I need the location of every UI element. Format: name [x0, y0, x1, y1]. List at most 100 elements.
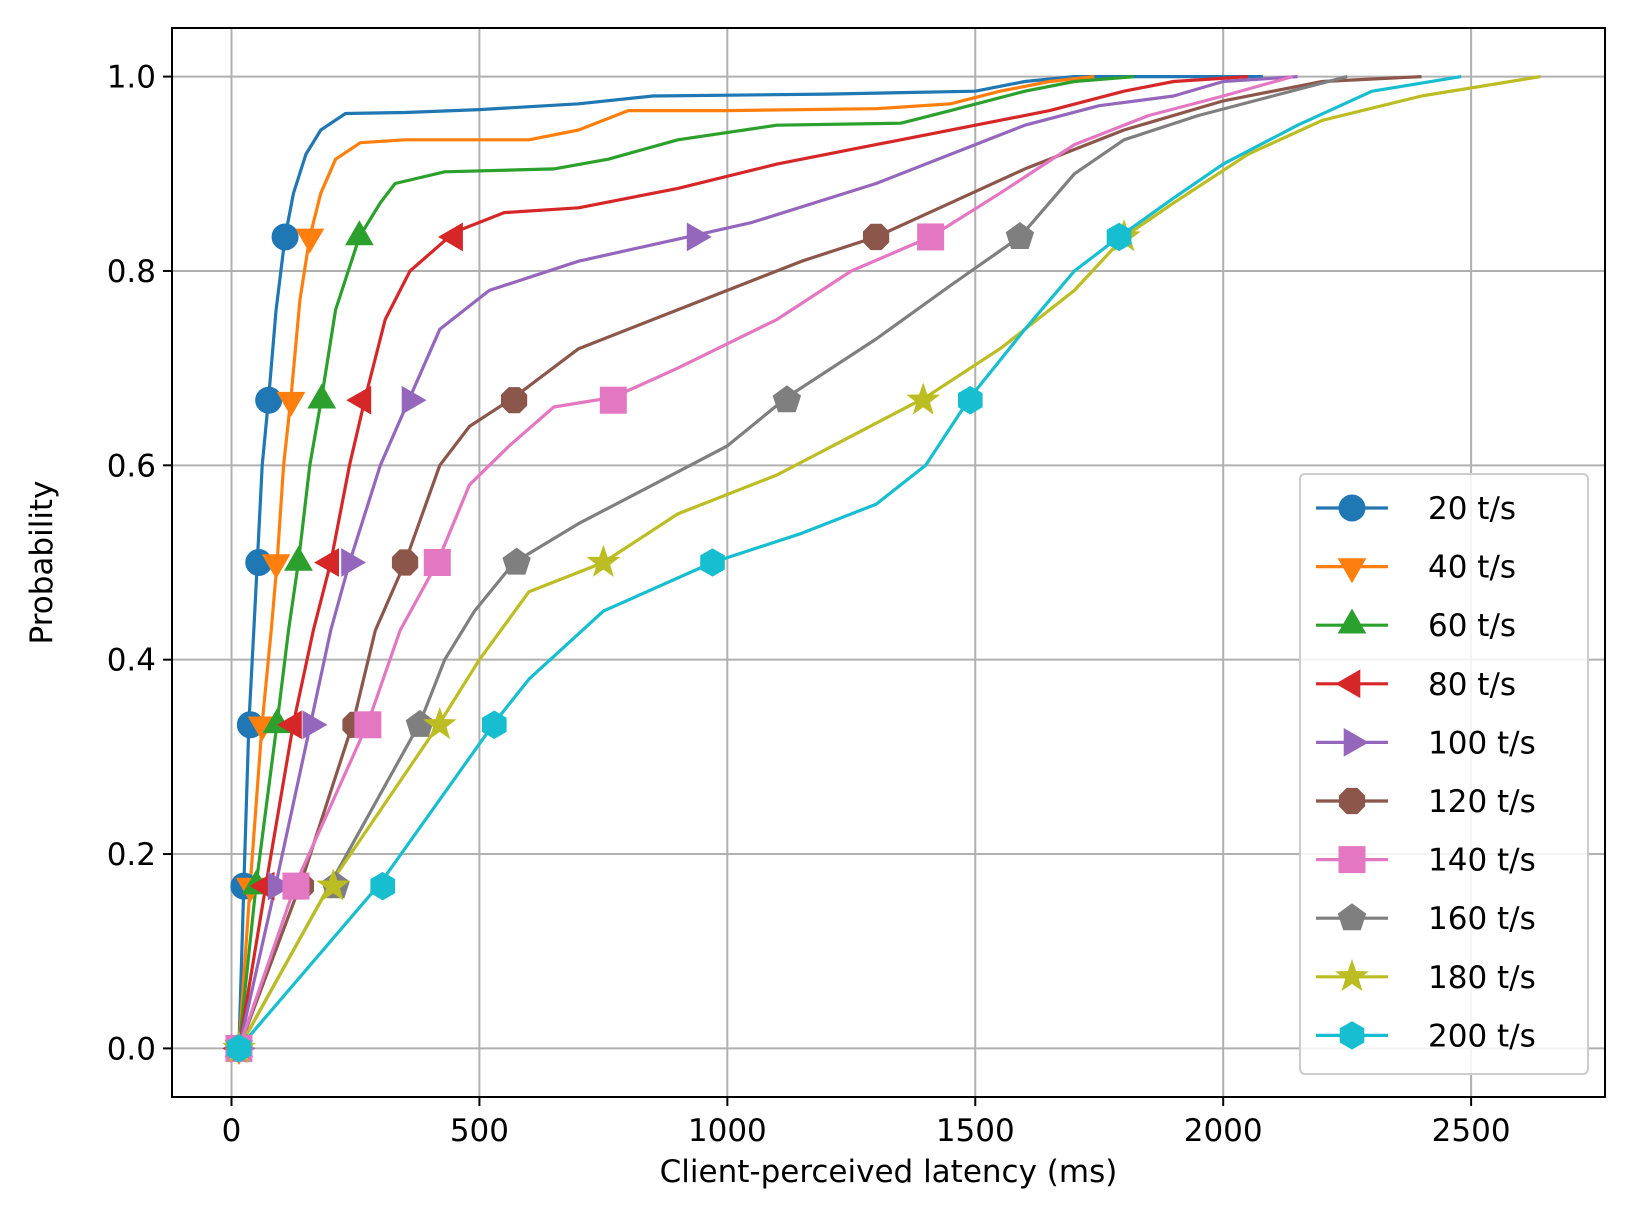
legend-marker: [1338, 787, 1366, 815]
legend-marker: [1337, 608, 1367, 634]
series-marker-9: [958, 386, 983, 415]
series-marker-1: [295, 228, 325, 254]
legend-label: 200 t/s: [1428, 1018, 1536, 1054]
series-marker-9: [1106, 222, 1132, 252]
x-tick-label: 1500: [936, 1113, 1015, 1149]
series-line-9: [237, 75, 1462, 1050]
series-marker-6: [423, 549, 451, 576]
series-marker-5: [391, 549, 419, 576]
series-marker-9: [226, 1034, 252, 1063]
series-marker-7: [772, 385, 802, 413]
legend: 20 t/s 40 t/s 60 t/s 80 t/s 100 t/s 120 t/s 14…: [1299, 473, 1589, 1075]
series-marker-5: [501, 387, 528, 414]
legend-marker: [1339, 1021, 1365, 1050]
x-tick-label: 500: [450, 1113, 509, 1149]
series-marker-4: [341, 548, 367, 577]
series-line-0: [237, 75, 1263, 1049]
series-line-8: [237, 75, 1541, 1050]
series-line-2: [237, 75, 1135, 1049]
series-marker-8: [422, 706, 457, 740]
legend-label: 100 t/s: [1428, 725, 1536, 761]
y-tick-label: 0.6: [107, 448, 156, 484]
legend-entry: 60 t/s: [1316, 608, 1516, 644]
legend-marker: [1335, 958, 1369, 992]
y-tick-label: 1.0: [107, 60, 156, 96]
legend-entry: 100 t/s: [1316, 725, 1536, 761]
axis-ticks: 0 500 1000 1500 2000 2500 0.0 0.2 0.4 0.6 0.8 1.0: [107, 60, 1511, 1149]
series-marker-2: [345, 220, 374, 246]
legend-label: 80 t/s: [1428, 667, 1516, 703]
series-marker-6: [917, 223, 945, 251]
legend-marker: [1337, 558, 1367, 584]
legend-entry: 120 t/s: [1316, 784, 1536, 820]
series-marker-9: [370, 871, 396, 901]
series-marker-8: [586, 544, 621, 577]
plot-frame: [171, 27, 1606, 1098]
y-tick-label: 0.4: [107, 643, 156, 679]
series-marker-4: [302, 710, 328, 740]
legend-marker: [1335, 669, 1361, 699]
series-marker-3: [314, 548, 339, 577]
series-marker-0: [271, 223, 299, 251]
series-marker-7: [502, 547, 531, 575]
series-marker-6: [282, 872, 310, 900]
series-marker-5: [863, 223, 890, 251]
series-marker-1: [261, 554, 291, 580]
legend-entry: 180 t/s: [1316, 958, 1536, 996]
series-marker-2: [284, 545, 313, 571]
legend-label: 40 t/s: [1428, 550, 1516, 586]
legend-label: 140 t/s: [1428, 843, 1536, 879]
legend-marker: [1337, 903, 1367, 931]
legend-entry: 160 t/s: [1316, 901, 1536, 937]
legend-label: 20 t/s: [1428, 491, 1516, 527]
series-marker-9: [482, 710, 507, 739]
legend-marker: [1343, 728, 1369, 757]
legend-marker: [1338, 494, 1366, 522]
x-tick-label: 1000: [688, 1113, 767, 1149]
series-line-4: [237, 75, 1298, 1049]
series-marker-3: [276, 710, 302, 740]
x-tick-label: 2500: [1432, 1113, 1511, 1149]
legend-marker: [1338, 846, 1366, 874]
legend-entry: 80 t/s: [1316, 667, 1516, 703]
legend-label: 60 t/s: [1428, 608, 1516, 644]
y-tick-label: 0.0: [107, 1031, 156, 1067]
series-line-6: [237, 75, 1294, 1049]
series-marker-3: [346, 385, 372, 415]
series-marker-7: [1005, 221, 1035, 249]
series-marker-3: [438, 222, 463, 252]
series-marker-6: [599, 386, 627, 414]
series-marker-4: [401, 385, 427, 415]
legend-entry: 140 t/s: [1316, 843, 1536, 879]
series-marker-0: [255, 386, 283, 414]
series-marker-8: [316, 868, 351, 901]
legend-entry: 40 t/s: [1316, 550, 1516, 586]
y-tick-label: 0.8: [107, 254, 156, 290]
legend-label: 160 t/s: [1428, 901, 1536, 937]
legend-entry: 200 t/s: [1316, 1018, 1536, 1054]
series-marker-7: [405, 709, 435, 737]
series-marker-6: [354, 711, 382, 739]
series-marker-8: [906, 382, 941, 415]
series-markers: [222, 219, 1141, 1066]
y-tick-label: 0.2: [107, 837, 156, 873]
legend-entry: 20 t/s: [1316, 491, 1516, 527]
series-line-1: [237, 75, 1095, 1049]
x-tick-label: 2000: [1184, 1113, 1263, 1149]
series-line-5: [237, 75, 1422, 1049]
series-line-3: [237, 75, 1249, 1049]
series-marker-1: [276, 391, 306, 417]
x-tick-label: 0: [222, 1113, 242, 1149]
legend-label: 180 t/s: [1428, 960, 1536, 996]
x-axis-label: Client-perceived latency (ms): [660, 1154, 1118, 1190]
series-marker-4: [686, 222, 712, 252]
series-marker-9: [700, 548, 725, 577]
legend-label: 120 t/s: [1428, 784, 1536, 820]
series-marker-2: [307, 383, 337, 409]
y-axis-label: Probability: [24, 481, 60, 645]
series-marker-4: [267, 871, 293, 901]
series-line-7: [237, 75, 1348, 1050]
series-lines: [237, 75, 1541, 1050]
